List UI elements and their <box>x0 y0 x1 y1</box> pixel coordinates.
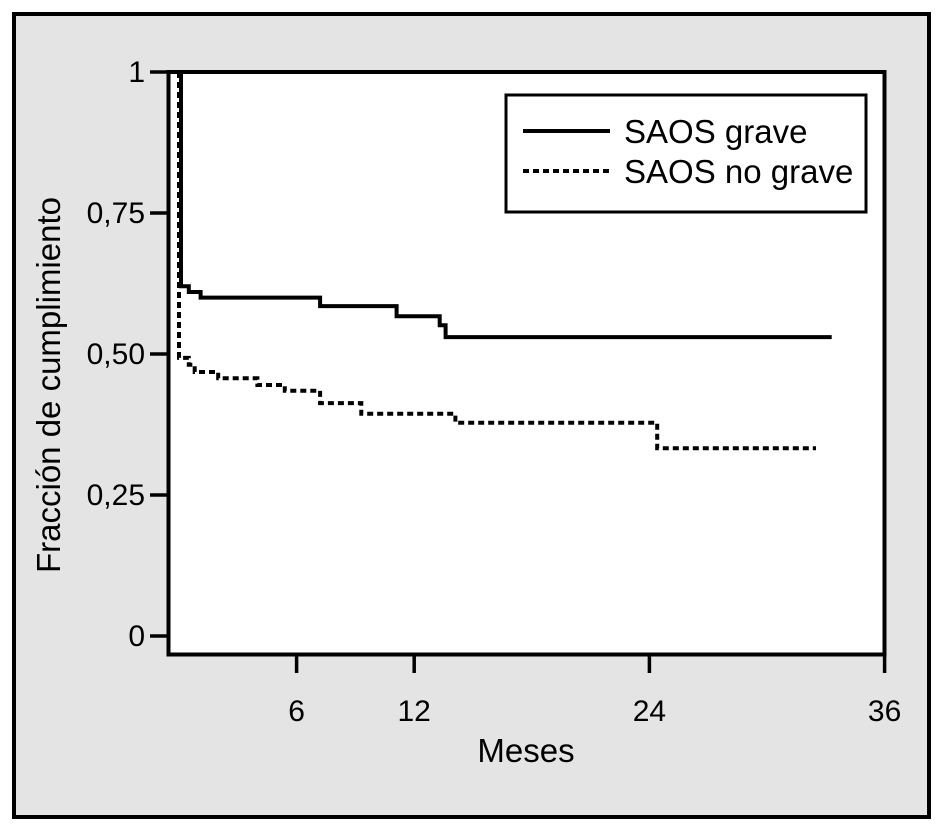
y-tick-label-0-75: 0,75 <box>87 197 145 230</box>
x-tick-label-24: 24 <box>633 695 666 728</box>
legend: SAOS grave SAOS no grave <box>504 93 868 214</box>
legend-label-saos-grave: SAOS grave <box>624 113 807 150</box>
y-tick-label-0-50: 0,50 <box>87 338 145 371</box>
y-tick-label-1: 1 <box>128 56 145 89</box>
series-saos-no-grave-line <box>177 72 816 451</box>
legend-box <box>504 93 868 214</box>
y-tick-label-0: 0 <box>128 620 145 653</box>
x-tick-label-6: 6 <box>288 695 305 728</box>
y-tick-label-0-25: 0,25 <box>87 479 145 512</box>
x-tick-label-36: 36 <box>868 695 901 728</box>
x-tick-marks <box>294 656 887 673</box>
x-tick-label-12: 12 <box>398 695 431 728</box>
y-axis-title: Fracción de cumplimiento <box>30 197 67 573</box>
series-saos-grave-line <box>179 72 832 340</box>
y-tick-marks <box>150 70 168 638</box>
legend-label-saos-no-grave: SAOS no grave <box>624 153 853 190</box>
x-axis-title: Meses <box>477 732 574 769</box>
